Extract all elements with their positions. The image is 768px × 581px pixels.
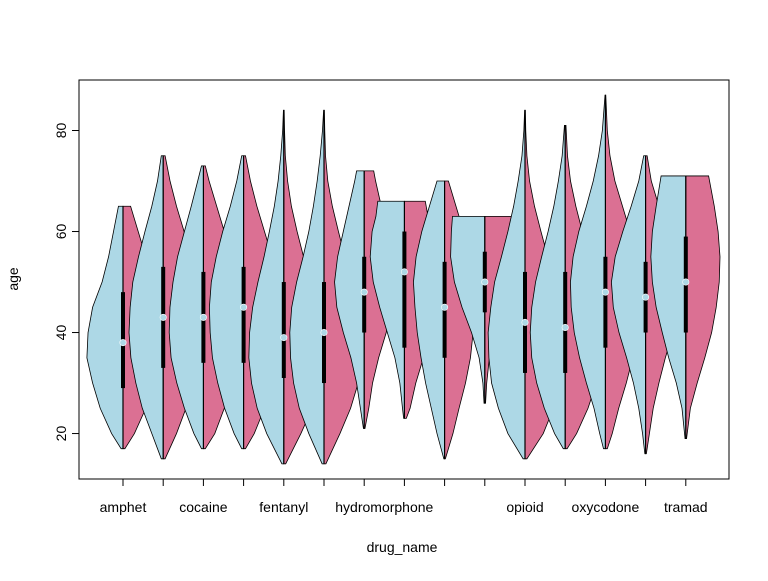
y-tick-label-2: 60 — [53, 224, 69, 240]
median-point-6 — [360, 288, 368, 296]
median-point-9 — [481, 278, 489, 286]
median-point-14 — [682, 278, 690, 286]
x-axis: amphet cocaine fentanyl hydromorphone opioid… — [100, 478, 708, 515]
violins-group — [86, 94, 721, 465]
x-tick-label-0: amphet — [100, 499, 147, 515]
median-point-3 — [240, 303, 248, 311]
median-point-1 — [159, 313, 167, 321]
iqr-box-3 — [241, 266, 246, 363]
y-tick-label-3: 80 — [53, 123, 69, 139]
violin-right-14 — [685, 175, 721, 439]
violin-left-12 — [570, 94, 606, 450]
violin-left-13 — [610, 155, 646, 455]
violin-left-8 — [413, 180, 445, 460]
iqr-box-7 — [402, 231, 407, 348]
median-point-4 — [280, 334, 288, 342]
median-point-12 — [601, 288, 609, 296]
violin-left-9 — [450, 215, 486, 404]
x-axis-title: drug_name — [367, 539, 438, 555]
median-point-5 — [320, 329, 328, 337]
violin-left-0 — [86, 205, 124, 450]
y-axis-title: age — [5, 267, 21, 291]
median-point-13 — [642, 293, 650, 301]
y-axis: 20 40 60 80 — [53, 123, 80, 442]
x-tick-label-3: hydromorphone — [335, 499, 433, 515]
median-point-0 — [119, 339, 127, 347]
violin-left-2 — [168, 165, 204, 450]
violin-left-10 — [487, 109, 526, 460]
x-tick-label-2: fentanyl — [259, 499, 308, 515]
y-tick-label-1: 40 — [53, 325, 69, 341]
violin-left-11 — [529, 125, 566, 450]
violin-left-6 — [334, 170, 365, 429]
violin-left-1 — [128, 155, 164, 460]
y-tick-label-0: 20 — [53, 426, 69, 442]
boxes-group — [119, 95, 690, 464]
median-point-11 — [561, 323, 569, 331]
iqr-box-11 — [563, 271, 568, 373]
x-tick-label-1: cocaine — [179, 499, 227, 515]
median-point-8 — [441, 303, 449, 311]
iqr-box-4 — [281, 282, 286, 378]
violin-left-5 — [289, 109, 325, 465]
violin-left-4 — [248, 109, 285, 465]
violin-left-14 — [650, 175, 687, 439]
violin-left-7 — [369, 200, 405, 419]
violin-left-3 — [208, 155, 244, 450]
median-point-10 — [521, 318, 529, 326]
x-tick-label-6: tramad — [664, 499, 708, 515]
median-point-7 — [400, 268, 408, 276]
x-tick-label-5: oxycodone — [572, 499, 640, 515]
median-point-2 — [199, 313, 207, 321]
iqr-box-12 — [603, 256, 608, 348]
x-tick-label-4: opioid — [506, 499, 543, 515]
